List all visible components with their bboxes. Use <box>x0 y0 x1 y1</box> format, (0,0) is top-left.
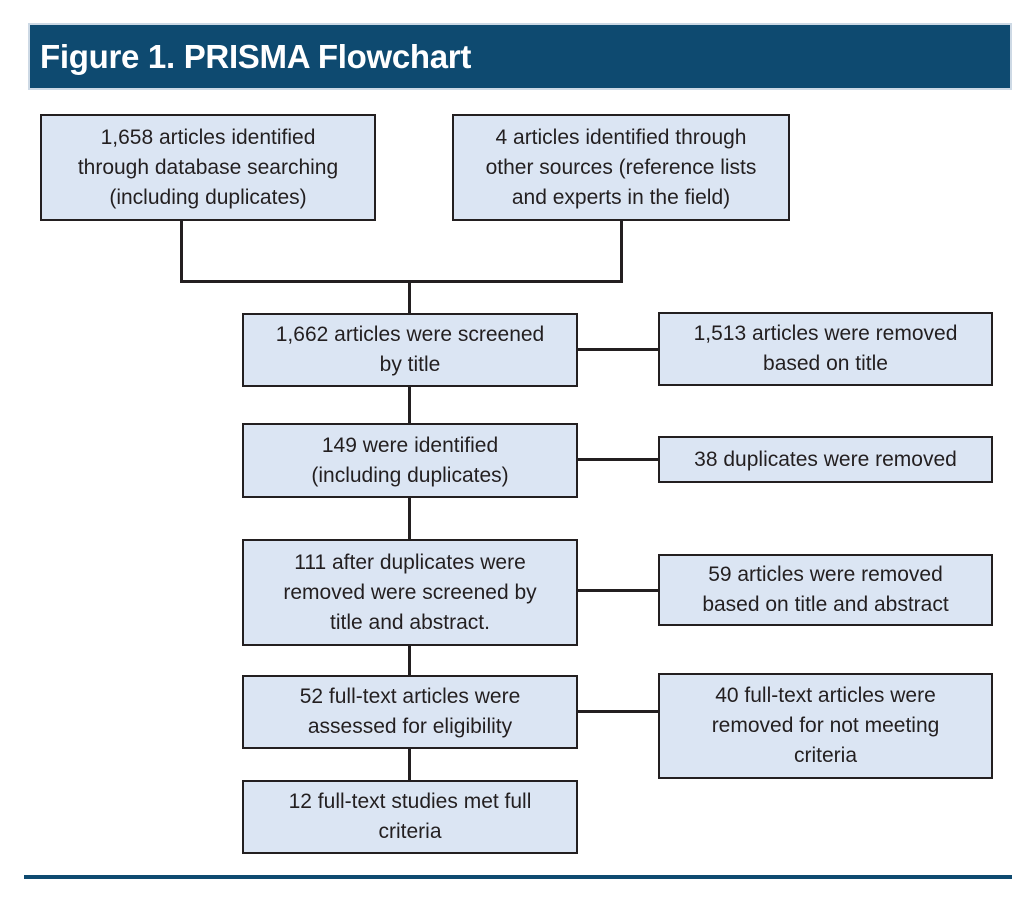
connector-step1-exclusion1 <box>575 348 660 351</box>
figure-title-bar: Figure 1. PRISMA Flowchart <box>28 23 1012 90</box>
connector-database-down <box>180 219 183 283</box>
box-screened-title-abstract: 111 after duplicates were removed were s… <box>242 539 578 646</box>
connector-step3-exclusion3 <box>575 589 660 592</box>
box-removed-not-meeting-criteria: 40 full-text articles were removed for n… <box>658 673 993 779</box>
box-met-full-criteria: 12 full-text studies met full criteria <box>242 780 578 854</box>
box-identified-including-duplicates: 149 were identified (including duplicate… <box>242 423 578 498</box>
connector-step3-step4 <box>408 644 411 677</box>
connector-merge-horizontal <box>180 280 623 283</box>
box-duplicates-removed: 38 duplicates were removed <box>658 436 993 483</box>
box-assessed-for-eligibility: 52 full-text articles were assessed for … <box>242 675 578 749</box>
connector-other-sources-down <box>620 219 623 283</box>
connector-step2-step3 <box>408 496 411 541</box>
connector-step2-exclusion2 <box>575 458 660 461</box>
connector-step4-step5 <box>408 747 411 782</box>
box-removed-title-and-abstract: 59 articles were removed based on title … <box>658 554 993 626</box>
bottom-divider-rule <box>24 875 1012 879</box>
connector-merge-down <box>408 282 411 315</box>
connector-step4-exclusion4 <box>575 710 660 713</box>
box-articles-database-search: 1,658 articles identified through databa… <box>40 114 376 221</box>
box-removed-based-on-title: 1,513 articles were removed based on tit… <box>658 312 993 386</box>
connector-step1-step2 <box>408 385 411 425</box>
box-articles-other-sources: 4 articles identified through other sour… <box>452 114 790 221</box>
figure-title: Figure 1. PRISMA Flowchart <box>40 37 472 75</box>
box-screened-by-title: 1,662 articles were screened by title <box>242 313 578 387</box>
